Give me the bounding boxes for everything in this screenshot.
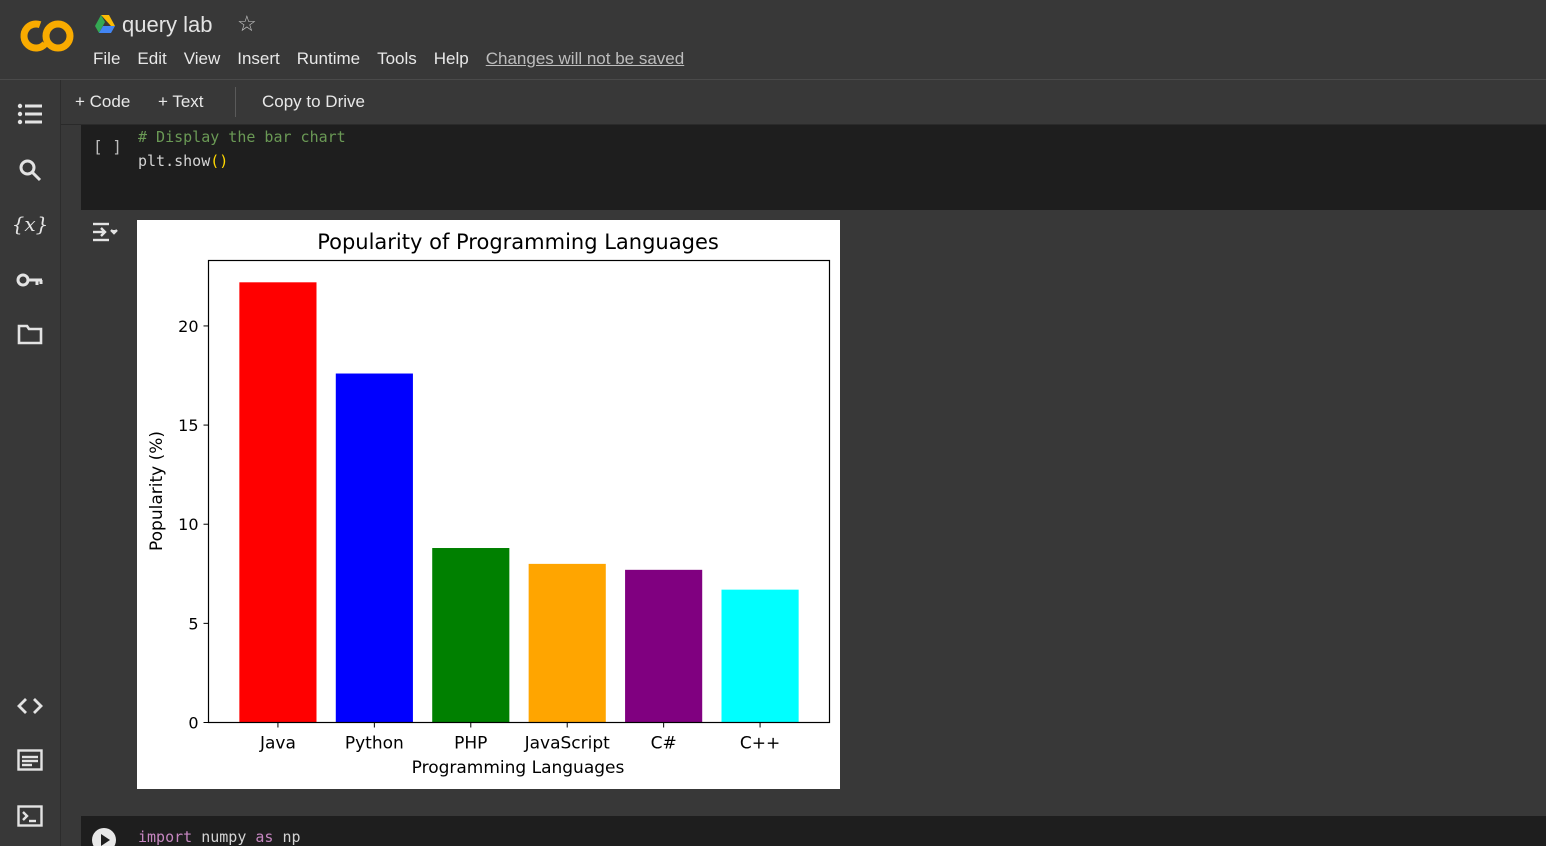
x-tick-label: C# [651,734,677,754]
output-actions-icon[interactable] [91,220,119,249]
x-tick-label: JavaScript [524,734,611,754]
plot-frame [207,259,831,724]
google-drive-icon [95,15,115,33]
menu-edit[interactable]: Edit [137,49,167,68]
star-icon[interactable]: ☆ [237,11,257,36]
y-tick-label: 5 [188,614,198,633]
variables-icon[interactable]: {x} [11,212,49,236]
code-snippets-icon[interactable] [14,690,46,722]
chart-title: Popularity of Programming Languages [317,230,719,254]
y-tick-label: 20 [178,317,198,336]
code-keyword: as [255,828,274,846]
add-code-button[interactable]: + Code [75,92,131,111]
unsaved-notice-link[interactable]: Changes will not be saved [485,49,685,68]
bar-c- [625,569,703,723]
bar-php [432,548,510,723]
copy-to-drive-button[interactable]: Copy to Drive [262,92,365,111]
menu-file[interactable]: File [93,49,121,68]
app-header: query lab ☆ File Edit View Insert Runtim… [0,0,1546,80]
y-tick-label: 15 [178,416,198,435]
y-axis-label: Popularity (%) [147,431,167,551]
code-module: numpy [192,828,256,846]
bar-javascript [528,563,606,723]
menu-tools[interactable]: Tools [377,49,417,68]
x-tick-label: Java [259,734,296,754]
code-keyword: import [138,828,193,846]
command-palette-icon[interactable] [14,744,46,776]
toolbar-divider [235,87,236,117]
code-parens: () [210,152,229,170]
code-line: import numpy as np [138,828,301,846]
menu-help[interactable]: Help [433,49,469,68]
run-cell-button[interactable] [92,828,116,846]
key-icon[interactable] [14,264,46,296]
x-tick-label: Python [345,734,404,754]
menu-runtime[interactable]: Runtime [296,49,361,68]
left-rail: {x} [0,80,61,846]
menu-insert[interactable]: Insert [237,49,280,68]
code-comment: # Display the bar chart [138,128,346,146]
cell-run-indicator[interactable]: [ ] [93,137,122,156]
terminal-icon[interactable] [14,800,46,832]
code-alias: np [273,828,301,846]
chart-output: Popularity of Programming Languages 0 5 10… [137,220,840,789]
y-tick-label: 10 [178,515,198,534]
bar-python [335,373,413,723]
toc-icon[interactable] [14,98,46,130]
notebook-title[interactable]: query lab [122,12,213,37]
code-cell[interactable]: [ ] # Display the bar chart plt.show() [81,125,1546,210]
bar-chart: Popularity of Programming Languages 0 5 10… [147,230,831,778]
menu-view[interactable]: View [183,49,221,68]
menu-bar: File Edit View Insert Runtime Tools Help… [93,49,684,69]
x-axis-label: Programming Languages [412,758,625,778]
folder-icon[interactable] [14,318,46,350]
bar-c- [721,589,799,723]
x-tick-label: C++ [740,734,780,754]
colab-logo[interactable] [18,16,78,56]
code-cell[interactable]: import numpy as np [81,816,1546,846]
add-text-button[interactable]: + Text [158,92,204,111]
x-tick-label: PHP [454,734,487,754]
code-call: plt.show [138,152,211,170]
y-tick-label: 0 [188,714,198,733]
bar-java [239,282,317,723]
search-icon[interactable] [14,154,46,186]
notebook-toolbar: + Code + Text Copy to Drive [61,80,1546,125]
code-line: plt.show() [138,152,228,170]
notebook-area: [ ] # Display the bar chart plt.show() P… [61,125,1546,846]
